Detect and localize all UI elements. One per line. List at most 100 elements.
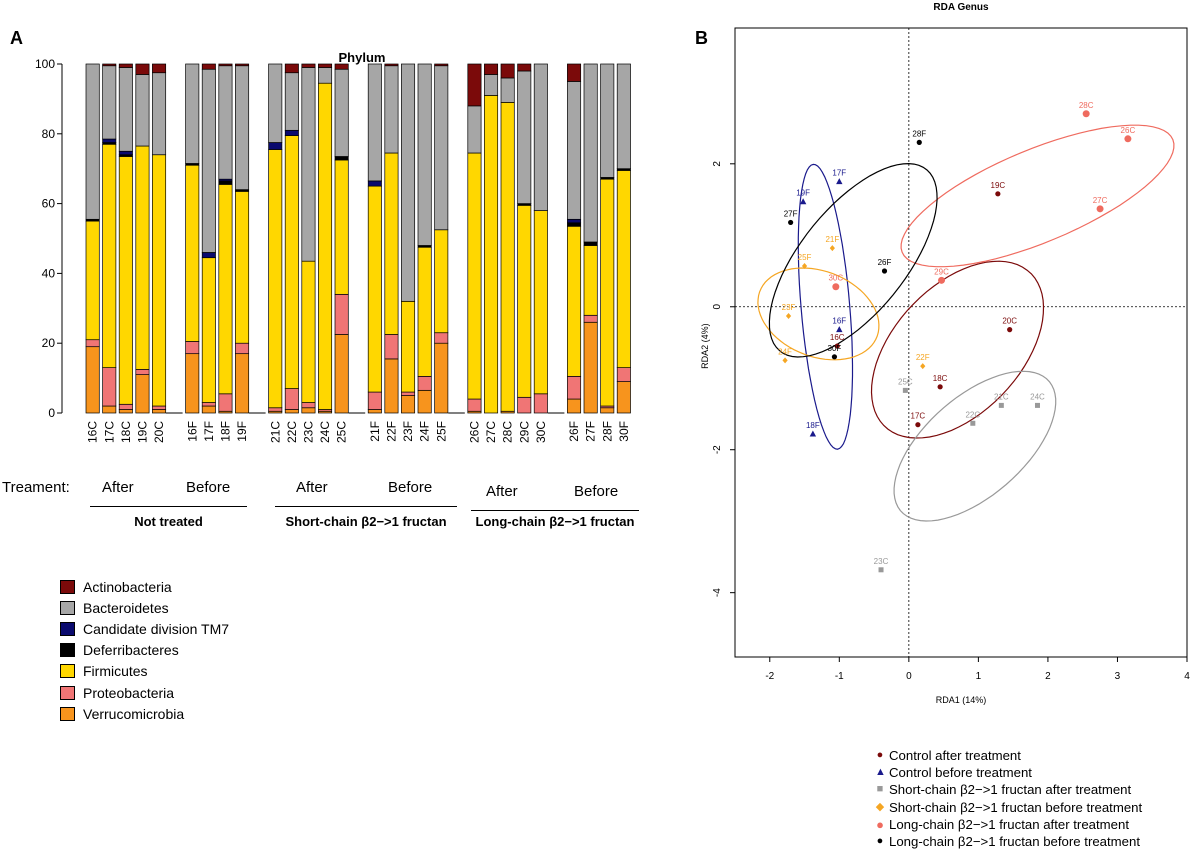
legend-item: Verrucomicrobia — [60, 703, 229, 724]
x-tick-label: 26C — [467, 421, 481, 443]
x-tick-label: 29C — [517, 421, 531, 443]
point-label: 23F — [782, 303, 796, 312]
point-label: 18C — [933, 374, 948, 383]
bar-segment — [102, 63, 117, 67]
y-tick-label: 40 — [42, 266, 56, 280]
bar-segment — [218, 63, 233, 67]
x-tick-label: 18F — [218, 421, 232, 442]
circle-marker-icon: ● — [876, 749, 884, 762]
legend-swatch — [60, 664, 75, 679]
data-point — [937, 384, 943, 390]
point-label: 25C — [898, 377, 913, 386]
chart-title: Phylum — [339, 50, 386, 65]
x-tick-label: 23F — [401, 421, 415, 442]
phylum-legend: Actinobacteria Bacteroidetes Candidate d… — [60, 576, 229, 724]
data-point — [970, 420, 976, 426]
legend-label: Bacteroidetes — [83, 599, 169, 616]
bar-segment — [301, 63, 316, 68]
point-label: 29C — [934, 267, 949, 276]
point-label: 17C — [911, 412, 926, 421]
legend-label: Short-chain β2−>1 fructan before treatme… — [889, 799, 1143, 815]
group3-before-label: Before — [574, 483, 619, 500]
legend-item: ■ Short-chain β2−>1 fructan after treatme… — [875, 781, 1142, 798]
x-tick-label: 3 — [1115, 671, 1121, 682]
legend-item: Firmicutes — [60, 661, 229, 682]
data-point — [782, 357, 788, 364]
point-label: 26F — [878, 258, 892, 267]
confidence-ellipse — [768, 162, 938, 358]
point-label: 22C — [965, 410, 980, 419]
confidence-ellipse — [900, 124, 1175, 268]
legend-label: Long-chain β2−>1 fructan before treatmen… — [889, 834, 1140, 850]
data-point — [1007, 327, 1013, 333]
legend-item: ● Long-chain β2−>1 fructan before treatme… — [875, 833, 1142, 850]
bar-segment — [434, 63, 449, 67]
data-point — [836, 178, 843, 185]
x-tick-label: 27C — [484, 421, 498, 443]
legend-label: Verrucomicrobia — [83, 705, 185, 722]
data-point — [1034, 402, 1040, 408]
y-tick-label: 80 — [42, 127, 56, 141]
rda-legend: ● Control after treatment ▲ Control before… — [875, 747, 1142, 850]
x-tick-label: 19C — [135, 421, 149, 443]
bar-segment — [185, 63, 200, 164]
y-tick-label: -2 — [712, 445, 723, 454]
legend-label: Deferribacteres — [83, 642, 179, 659]
point-label: 20C — [1002, 317, 1017, 326]
point-label: 30F — [828, 344, 842, 353]
legend-item: Bacteroidetes — [60, 597, 229, 618]
data-point — [809, 430, 817, 437]
point-label: 17F — [832, 169, 846, 178]
data-point — [902, 387, 908, 393]
x-tick-label: 24C — [318, 421, 332, 443]
x-tick-label: 25C — [335, 421, 349, 443]
legend-swatch — [60, 685, 75, 700]
point-label: 28C — [1079, 101, 1094, 110]
legend-swatch — [60, 600, 75, 615]
bar-segment — [135, 63, 150, 75]
legend-item: ● Control after treatment — [875, 747, 1142, 764]
legend-item: Candidate division TM7 — [60, 618, 229, 639]
point-label: 30C — [828, 274, 843, 283]
group2-line — [275, 506, 457, 507]
point-label: 16C — [830, 333, 845, 342]
point-label: 27F — [784, 209, 798, 218]
x-tick-label: 21F — [368, 421, 382, 442]
group3-line — [471, 510, 639, 511]
point-label: 21F — [825, 235, 839, 244]
x-tick-label: 30C — [534, 421, 548, 443]
bar-segment — [85, 63, 100, 220]
legend-label: Proteobacteria — [83, 684, 175, 701]
bar-segment — [517, 63, 532, 72]
data-point — [920, 363, 926, 370]
legend-label: Control before treatment — [889, 765, 1032, 781]
x-tick-label: 22C — [285, 421, 299, 443]
legend-label: Control after treatment — [889, 748, 1021, 764]
point-label: 23C — [874, 557, 889, 566]
group1-after-label: After — [102, 479, 134, 496]
bar-segment — [235, 63, 250, 67]
bar-segment — [201, 63, 216, 70]
y-axis-title: RDA2 (4%) — [700, 323, 710, 369]
x-tick-label: 28F — [600, 421, 614, 442]
data-point — [785, 313, 792, 320]
legend-swatch — [60, 643, 75, 658]
rda-genus-scatter-chart: RDA Genus -2 -1 0 1 2 3 4 -4 -2 0 2 RDA1 (14%) RDA2 (… — [700, 2, 1190, 705]
point-label: 22F — [916, 353, 930, 362]
bar-segment — [533, 63, 548, 211]
data-point — [881, 268, 888, 274]
legend-item: Deferribacteres — [60, 640, 229, 661]
y-tick-label: 20 — [42, 336, 56, 350]
legend-label: Actinobacteria — [83, 578, 172, 595]
point-label: 28F — [912, 129, 926, 138]
bar-segment — [467, 63, 482, 107]
data-point — [995, 191, 1001, 197]
group2-before-label: Before — [388, 479, 433, 496]
y-tick-label: 60 — [42, 197, 56, 211]
legend-swatch — [60, 706, 75, 721]
data-point — [1124, 135, 1132, 143]
data-point — [829, 245, 835, 252]
data-point — [801, 263, 808, 270]
group1-before-label: Before — [186, 479, 231, 496]
bar-segment — [616, 63, 631, 170]
